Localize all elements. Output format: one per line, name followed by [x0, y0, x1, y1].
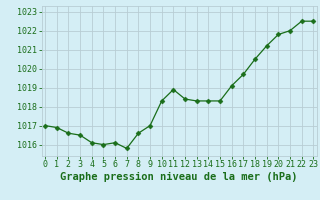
- X-axis label: Graphe pression niveau de la mer (hPa): Graphe pression niveau de la mer (hPa): [60, 172, 298, 182]
